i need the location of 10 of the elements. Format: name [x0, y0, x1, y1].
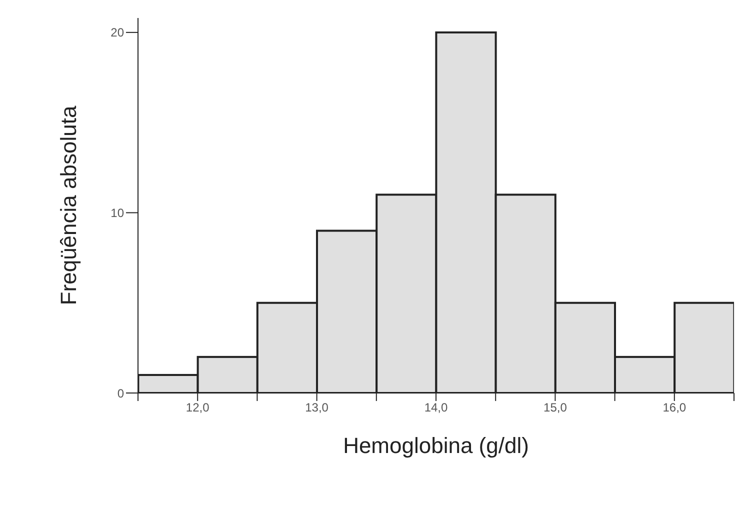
x-tick-label: 14,0: [424, 400, 448, 415]
x-tick-label: 16,0: [662, 400, 686, 415]
y-tick-label: 0: [117, 386, 124, 400]
x-tick-label: 13,0: [305, 400, 329, 415]
y-tick-label: 20: [110, 26, 124, 40]
x-tick-label: 12,0: [186, 400, 210, 415]
y-axis-title: Freqüência absoluta: [56, 105, 81, 306]
x-axis-title: Hemoglobina (g/dl): [343, 433, 529, 458]
y-tick-label: 10: [110, 206, 124, 220]
x-tick-label: 15,0: [544, 400, 568, 415]
